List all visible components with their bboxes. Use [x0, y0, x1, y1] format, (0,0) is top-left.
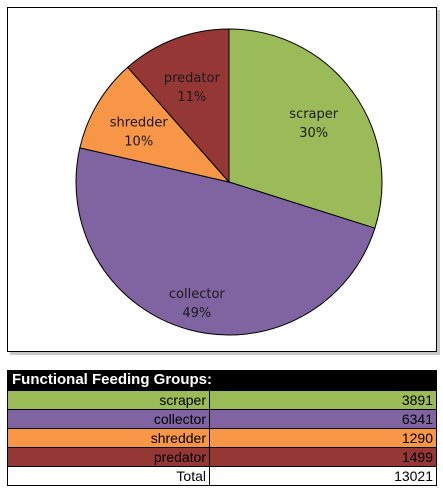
pie-slice-scraper	[228, 28, 383, 229]
pie-slice-shredder	[79, 66, 231, 183]
row-label: scraper	[7, 390, 210, 410]
slice-label-predator: predator	[164, 71, 221, 86]
pie-chart: scraper 30% collector 49% shredder 10% predato…	[75, 28, 383, 336]
slice-label-shredder: shredder	[110, 115, 169, 130]
row-label: predator	[7, 447, 210, 467]
row-label: collector	[7, 409, 210, 429]
table-row-total: Total 13021	[7, 466, 437, 486]
row-value: 1290	[209, 428, 437, 448]
table-row-predator: predator 1499	[7, 447, 437, 467]
table-row-collector: collector 6341	[7, 409, 437, 429]
slice-label-collector: collector	[169, 287, 226, 302]
pie-slice-collector	[75, 147, 376, 336]
slice-percent-predator: 11%	[177, 90, 206, 105]
row-value: 3891	[209, 390, 437, 410]
row-label: shredder	[7, 428, 210, 448]
table-row-shredder: shredder 1290	[7, 428, 437, 448]
table-row-scraper: scraper 3891	[7, 390, 437, 410]
total-value: 13021	[209, 466, 437, 486]
table-title: Functional Feeding Groups:	[7, 370, 437, 390]
pie-chart-area: scraper 30% collector 49% shredder 10% predato…	[7, 7, 437, 352]
total-label: Total	[7, 466, 210, 486]
pie-slice-predator	[127, 28, 230, 184]
slice-percent-collector: 49%	[182, 306, 211, 321]
slice-percent-scraper: 30%	[299, 126, 328, 141]
row-value: 6341	[209, 409, 437, 429]
slice-label-scraper: scraper	[289, 107, 338, 122]
row-value: 1499	[209, 447, 437, 467]
slice-percent-shredder: 10%	[124, 134, 153, 149]
functional-feeding-groups-table: Functional Feeding Groups: scraper 3891 …	[7, 370, 437, 486]
